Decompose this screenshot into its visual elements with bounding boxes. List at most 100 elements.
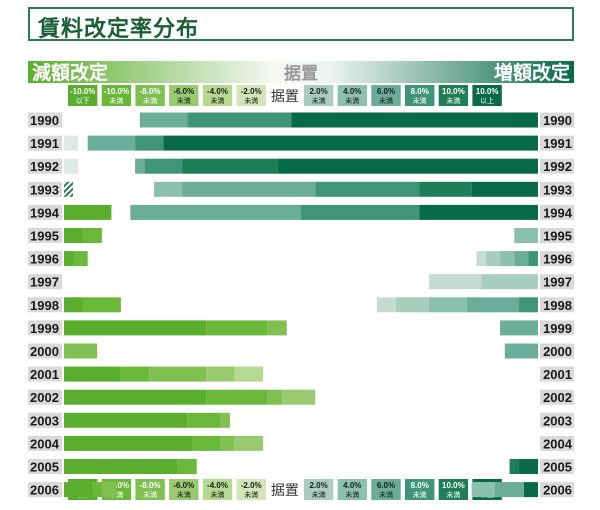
year-label-right: 2006	[543, 483, 572, 498]
year-label-right: 2003	[543, 413, 572, 428]
legend-top-suffix: 未満	[312, 96, 326, 105]
bar-decrease-segment	[64, 297, 83, 313]
legend-bottom-swatch	[405, 479, 435, 500]
bar-increase-segment	[504, 343, 538, 359]
year-label-bg-right	[540, 204, 574, 220]
legend-bottom-value: 8.0%	[411, 481, 429, 490]
year-label-bg-right	[540, 112, 574, 128]
legend-bottom-swatch	[169, 479, 199, 500]
bar-decrease-segment	[187, 412, 221, 428]
year-label-left: 1998	[30, 298, 59, 313]
legend-bottom-suffix: 未満	[446, 490, 460, 499]
year-label-left: 2005	[30, 460, 59, 475]
legend-top-value: -4.0%	[207, 87, 228, 96]
year-label-bg-right	[540, 251, 574, 267]
year-label-bg-right	[540, 482, 574, 498]
left-header: 減額改定	[32, 61, 108, 84]
legend-bottom-swatch	[303, 479, 334, 500]
year-label-bg-left	[28, 112, 62, 128]
legend-bottom-suffix: 未満	[211, 490, 225, 499]
legend-top-swatch	[68, 85, 98, 106]
year-label-left: 2003	[30, 413, 59, 428]
year-label-bg-left	[28, 181, 62, 197]
bar-increase-segment	[528, 251, 538, 267]
legend-bottom-value: 4.0%	[343, 481, 361, 490]
bar-decrease-segment	[191, 435, 221, 451]
bar-decrease-segment	[234, 435, 264, 451]
year-label-right: 1997	[543, 275, 572, 290]
bar-decrease-segment	[120, 366, 150, 382]
bar-increase-segment	[135, 158, 145, 174]
year-label-bg-right	[540, 158, 574, 174]
right-header: 増額改定	[494, 61, 570, 84]
year-label-right: 1993	[543, 182, 572, 197]
year-label-bg-left	[28, 389, 62, 405]
bar-decrease-segment	[177, 459, 197, 474]
bar-decrease-segment	[64, 482, 93, 498]
bar-increase-segment	[509, 459, 520, 474]
legend-top-value: 8.0%	[411, 87, 429, 96]
legend-top-suffix: 未満	[413, 96, 427, 105]
legend-bottom-suffix: 未満	[143, 490, 157, 499]
legend-top-suffix: 未満	[345, 96, 359, 105]
center-header: 据置	[284, 63, 318, 83]
bar-decrease-segment	[64, 366, 121, 382]
legend-bottom-suffix: 未満	[379, 490, 393, 499]
bar-decrease-segment	[267, 320, 287, 336]
year-label-bg-right	[540, 435, 574, 451]
legend-top-swatch	[405, 85, 435, 106]
year-label-bg-right	[540, 297, 574, 313]
bar-increase-segment	[182, 158, 278, 174]
bar-increase-segment	[519, 459, 538, 474]
bar-decrease-segment	[220, 412, 230, 428]
year-label-right: 1990	[543, 113, 572, 128]
bar-increase-segment	[182, 181, 316, 197]
bar-increase-segment	[419, 204, 538, 220]
year-label-left: 2002	[30, 390, 59, 405]
bar-increase-segment	[163, 135, 539, 151]
legend-top-swatch	[371, 85, 401, 106]
chart-title: 賃料改定率分布	[38, 16, 200, 41]
bar-decrease-segment	[73, 251, 88, 267]
bar-decrease-segment	[64, 204, 112, 220]
year-label-bg-left	[28, 251, 62, 267]
bar-decrease-segment	[64, 412, 188, 428]
year-label-bg-left	[28, 135, 62, 151]
year-label-bg-right	[540, 228, 574, 243]
year-label-left: 2001	[30, 367, 59, 382]
year-label-bg-left	[28, 412, 62, 428]
legend-top-value: -10.0%	[104, 87, 129, 96]
year-label-bg-right	[540, 343, 574, 359]
year-label-bg-right	[540, 366, 574, 382]
year-label-left: 1991	[30, 136, 59, 151]
bar-increase-segment	[135, 135, 164, 151]
year-label-right: 1999	[543, 321, 572, 336]
bar-decrease-segment	[206, 366, 235, 382]
legend-bottom-suffix: 未満	[244, 490, 258, 499]
year-label-right: 1998	[543, 298, 572, 313]
legend-top-suffix: 未満	[177, 96, 191, 105]
bar-increase-segment	[154, 181, 183, 197]
year-label-bg-left	[28, 459, 62, 474]
year-label-right: 1995	[543, 229, 572, 244]
year-label-bg-left	[28, 274, 62, 290]
bar-increase-segment	[301, 204, 420, 220]
legend-bottom-suffix: 未満	[345, 490, 359, 499]
year-label-right: 2001	[543, 367, 572, 382]
bar-decrease-segment	[206, 389, 268, 405]
year-label-bg-left	[28, 297, 62, 313]
year-label-bg-left	[28, 158, 62, 174]
bar-increase-segment	[277, 158, 538, 174]
legend-bottom-suffix: 未満	[109, 490, 123, 499]
bar-increase-segment	[514, 228, 538, 243]
year-label-bg-left	[28, 320, 62, 336]
header-gradient-bar	[28, 61, 574, 83]
legend-top-swatch	[236, 85, 266, 106]
legend-bottom-freeze-label: 据置	[271, 482, 299, 498]
bar-decrease-segment	[64, 435, 192, 451]
legend-top-value: 10.0%	[476, 87, 499, 96]
legend-bottom-value: 10.0%	[442, 481, 465, 490]
bar-increase-segment	[466, 297, 520, 313]
bar-decrease-segment	[92, 482, 102, 498]
